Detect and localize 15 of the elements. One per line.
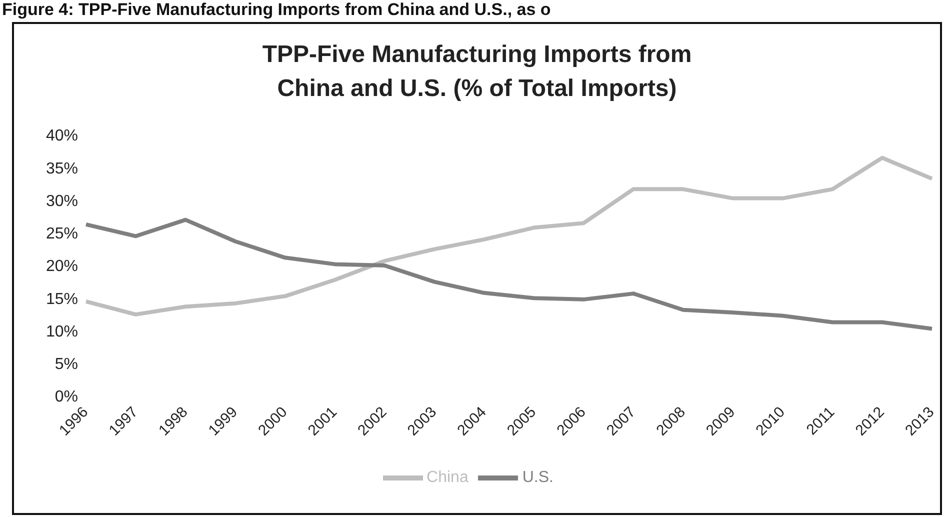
y-tick-label: 15% <box>46 290 78 308</box>
legend-label: China <box>426 469 468 486</box>
y-tick-label: 30% <box>46 192 78 210</box>
y-tick-label: 40% <box>46 128 78 145</box>
y-tick-label: 35% <box>46 160 78 178</box>
line-series <box>84 156 934 316</box>
line-series <box>84 218 934 331</box>
caption: Figure 4: TPP-Five Manufacturing Imports from China and U.S., as o <box>2 0 551 20</box>
y-tick-label: 5% <box>54 356 78 374</box>
chart-title: TPP-Five Manufacturing Imports from China and U.S. (% of Total Imports) <box>261 40 693 104</box>
y-tick-label: 25% <box>46 226 78 243</box>
y-tick-label: 0% <box>54 388 78 406</box>
legend-label: U.S. <box>522 469 554 486</box>
y-tick-label: 20% <box>46 258 78 276</box>
y-tick-label: 10% <box>46 323 78 340</box>
